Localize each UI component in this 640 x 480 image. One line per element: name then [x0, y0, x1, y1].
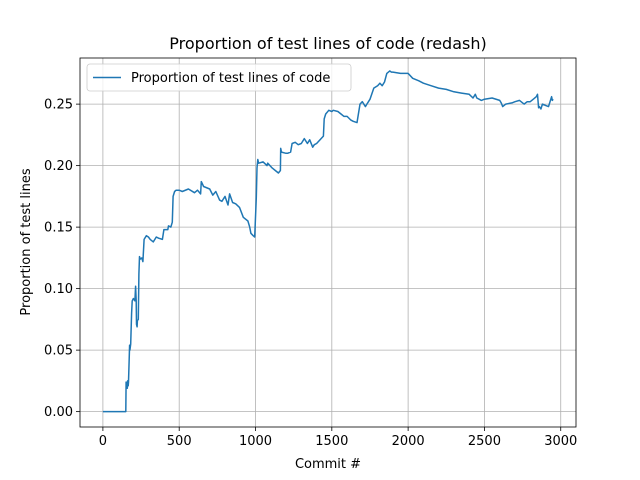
y-tick-label: 0.10 — [44, 282, 73, 297]
y-axis-label: Proportion of test lines — [19, 168, 34, 315]
legend-entry-label: Proportion of test lines of code — [131, 71, 330, 86]
y-tick-label: 0.15 — [44, 221, 73, 236]
legend: Proportion of test lines of code — [86, 63, 352, 92]
y-tick-label: 0.20 — [44, 159, 73, 174]
y-tick-label: 0.05 — [44, 344, 73, 359]
axes-frame — [79, 57, 577, 428]
x-tick-label: 2500 — [468, 434, 501, 449]
y-tick-label: 0.00 — [44, 405, 73, 420]
x-tick-label: 1000 — [239, 434, 272, 449]
x-tick-label: 1500 — [315, 434, 348, 449]
grid — [80, 58, 576, 427]
x-tick-label: 2000 — [392, 434, 425, 449]
series-line — [102, 70, 554, 413]
x-tick-label: 3000 — [544, 434, 577, 449]
plot-area — [80, 58, 576, 427]
x-tick-label: 0 — [99, 434, 107, 449]
x-tick-label: 500 — [167, 434, 192, 449]
ticks: 0 500 1000 1500 2000 2500 3000 0.00 0.05 0.10 0.15… — [44, 98, 577, 449]
line-layer — [102, 70, 554, 413]
legend-box — [86, 63, 352, 92]
chart-title: Proportion of test lines of code (redash… — [169, 34, 486, 53]
y-tick-label: 0.25 — [44, 98, 73, 113]
x-axis-label: Commit # — [295, 457, 361, 472]
